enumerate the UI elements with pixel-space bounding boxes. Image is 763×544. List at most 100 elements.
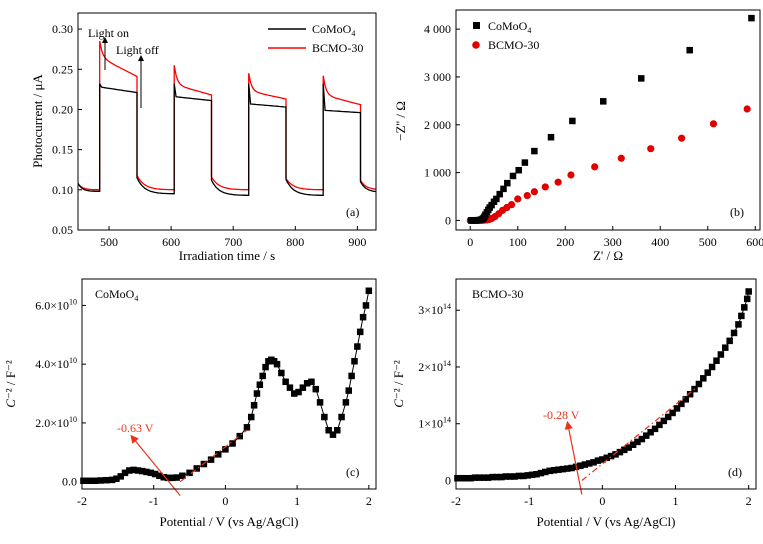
- data-point: [348, 372, 355, 380]
- data-point: [498, 473, 505, 481]
- x-tick-label: 800: [286, 235, 304, 249]
- data-point: [594, 457, 602, 464]
- data-point: [113, 475, 120, 482]
- x-tick-label: -1: [524, 494, 534, 508]
- data-point: [278, 369, 285, 377]
- data-point: [356, 328, 364, 336]
- data-point: [471, 474, 479, 481]
- data-point: [193, 465, 200, 472]
- legend-label-bcmo30-b: BCMO-30: [488, 38, 539, 52]
- panel-d-intercept-label: -0.28 V: [543, 408, 580, 422]
- y-tick-exponent: 14: [443, 302, 451, 311]
- data-point: [147, 469, 155, 477]
- data-point: [502, 473, 510, 480]
- data-point: [523, 191, 531, 200]
- data-point: [316, 399, 324, 406]
- data-point: [222, 446, 229, 453]
- data-point: [253, 390, 261, 397]
- y-tick-mantissa: 1×10: [418, 417, 443, 431]
- data-point: [717, 351, 725, 358]
- panel-d-ylabel: C⁻² / F⁻²: [391, 360, 406, 408]
- data-point: [550, 467, 558, 474]
- data-point: [625, 444, 632, 451]
- panel-b-plot: [466, 14, 755, 225]
- y-tick-label: 0.10: [52, 183, 73, 197]
- panel-a-ticks: 500 600 700 800 900 0.05 0.10 0.15 0.20 0.25 0.30: [52, 22, 366, 249]
- data-point: [741, 304, 748, 311]
- data-point: [160, 474, 167, 481]
- data-point: [338, 413, 345, 421]
- x-tick-label: 0: [467, 235, 473, 249]
- data-point: [229, 440, 236, 447]
- data-point: [651, 425, 659, 433]
- data-point: [713, 357, 720, 364]
- data-point: [656, 421, 663, 429]
- series-line: [457, 291, 750, 479]
- data-point: [496, 190, 503, 198]
- y-tick-mantissa: 0: [445, 473, 451, 487]
- panel-a-annotations: Light on Light off: [88, 26, 159, 108]
- data-point: [256, 381, 264, 388]
- data-point: [678, 400, 685, 408]
- data-point: [164, 474, 172, 482]
- x-tick-label: -2: [451, 494, 461, 508]
- data-point: [577, 462, 584, 469]
- y-tick-label: 0: [445, 213, 451, 227]
- data-point: [563, 465, 571, 472]
- data-point: [365, 287, 373, 294]
- y-tick-label: 2.0×1010: [35, 415, 77, 430]
- data-point: [559, 465, 567, 473]
- data-point: [660, 417, 668, 425]
- data-point: [647, 145, 655, 153]
- legend-label-comoo4: CoMoO4: [312, 22, 355, 38]
- data-point: [476, 474, 483, 481]
- data-point: [493, 473, 501, 481]
- panel-b: 0 100 200 300 400 500 600 0 1 000 2 000 3 000 4 000…: [393, 9, 763, 263]
- data-point: [506, 473, 514, 480]
- panel-c-ylabel: C⁻² / F⁻²: [3, 360, 18, 408]
- data-point: [321, 413, 328, 421]
- data-point: [647, 428, 654, 436]
- panel-b-label: (b): [730, 205, 744, 219]
- data-point: [567, 171, 575, 179]
- data-point: [97, 477, 104, 484]
- legend-marker-comoo4: [473, 22, 480, 29]
- panel-b-frame: [455, 9, 761, 231]
- light-off-label: Light off: [116, 43, 159, 57]
- data-point: [126, 467, 133, 474]
- data-point: [480, 474, 488, 481]
- panel-c-frame: [81, 278, 377, 490]
- data-point: [726, 337, 733, 345]
- y-tick-label: 4 000: [424, 22, 451, 36]
- data-point: [599, 456, 606, 463]
- panel-c-plot: [80, 287, 373, 497]
- y-tick-label: 2 000: [424, 118, 451, 132]
- data-point: [682, 396, 690, 403]
- y-tick-mantissa: 0.0: [62, 475, 77, 489]
- data-point: [467, 474, 474, 482]
- panel-c-xlabel: Potential / V (vs Ag/AgCl): [160, 514, 299, 529]
- data-point: [511, 473, 518, 480]
- data-point: [156, 472, 163, 480]
- y-tick-exponent: 10: [69, 356, 77, 365]
- data-point: [664, 413, 672, 421]
- y-tick-mantissa: 6.0×10: [35, 298, 69, 312]
- x-tick-label: 200: [556, 235, 574, 249]
- tangent-line: [179, 429, 248, 483]
- data-point: [186, 469, 193, 477]
- data-point: [179, 472, 186, 480]
- tangent-line: [581, 386, 698, 481]
- data-point: [704, 369, 711, 376]
- data-point: [91, 477, 99, 485]
- data-point: [342, 399, 350, 406]
- y-tick-exponent: 14: [443, 359, 451, 368]
- x-tick-label: -1: [149, 494, 159, 508]
- data-point: [555, 466, 562, 473]
- data-point: [531, 147, 538, 155]
- data-point: [520, 472, 527, 480]
- data-point: [546, 467, 553, 475]
- data-point: [617, 154, 625, 162]
- x-tick-label: 1: [673, 494, 679, 508]
